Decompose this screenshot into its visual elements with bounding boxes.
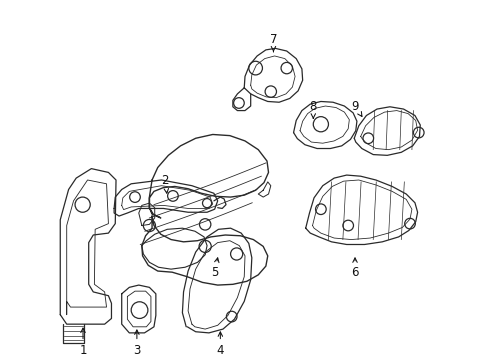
Text: 8: 8 bbox=[310, 99, 317, 118]
Text: 1: 1 bbox=[79, 328, 87, 357]
Text: 7: 7 bbox=[270, 33, 277, 52]
Text: 3: 3 bbox=[133, 330, 141, 357]
Text: 6: 6 bbox=[351, 258, 359, 279]
Text: 2: 2 bbox=[162, 174, 169, 193]
Text: 4: 4 bbox=[217, 332, 224, 357]
Text: 5: 5 bbox=[211, 258, 219, 279]
Text: 9: 9 bbox=[351, 99, 362, 116]
